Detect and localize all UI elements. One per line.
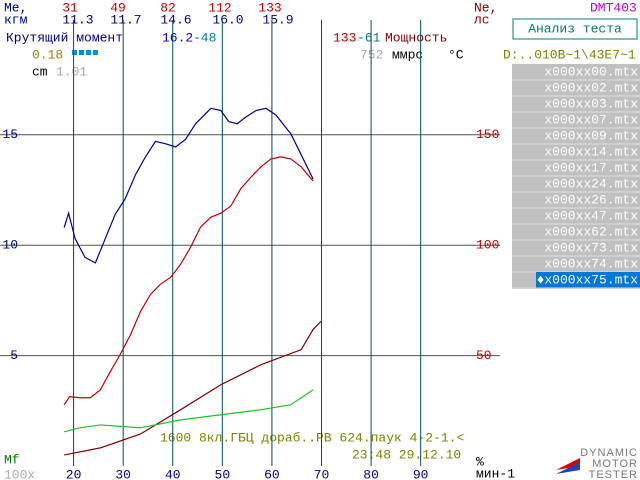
power-value: 133: [258, 0, 281, 15]
logo-text: TESTER: [589, 469, 638, 480]
file-item[interactable]: x000xx14.mtx: [544, 144, 638, 159]
logo-mark: [556, 462, 580, 474]
power-rpm: -61: [357, 30, 381, 45]
power-value: 31: [62, 0, 78, 15]
file-item[interactable]: x000xx74.mtx: [544, 256, 638, 271]
file-item[interactable]: x000xx26.mtx: [544, 192, 638, 207]
x-tick-label: 50: [215, 467, 231, 480]
torque-value: 11.3: [62, 12, 93, 27]
temp-unit: °C: [448, 47, 464, 62]
path: D:..010B~1\43E7~1: [503, 47, 636, 62]
torque-value: 14.6: [160, 12, 191, 27]
y-tick-label: 15: [2, 127, 18, 142]
file-item[interactable]: x000xx09.mtx: [544, 128, 638, 143]
power-label: Мощность: [385, 30, 447, 45]
file-item[interactable]: x000xx02.mtx: [544, 80, 638, 95]
x-mult: 100x: [4, 467, 35, 480]
file-item[interactable]: x000xx17.mtx: [544, 160, 638, 175]
power-max: 133: [333, 30, 356, 45]
mf: Mf: [4, 452, 20, 467]
datetime: 23:48 29.12.10: [352, 447, 461, 462]
analysis-button-label[interactable]: Анализ теста: [528, 21, 622, 36]
pressure-unit: ммрс: [392, 47, 423, 62]
y2-tick-label: 100: [476, 238, 499, 253]
left-unit: Me,: [4, 0, 27, 15]
power-value: 82: [160, 0, 176, 15]
series-line: [63, 107, 314, 264]
description: 1600 8кл.ГБЦ дораб..PB 624.паук 4-2-1.<: [160, 430, 464, 445]
y-tick-label: 5: [10, 348, 18, 363]
coef: 0.18: [32, 47, 63, 62]
logo-text: DYNAMIC: [580, 447, 638, 459]
pressure: 752: [360, 47, 383, 62]
file-item[interactable]: x000xx00.mtx: [544, 64, 638, 79]
series-line: [64, 389, 314, 433]
cm-label: cm: [32, 64, 48, 79]
file-item[interactable]: x000xx73.mtx: [544, 240, 638, 255]
torque-value: 11.7: [110, 12, 141, 27]
analysis-button[interactable]: [512, 18, 638, 40]
right-unit: Ne,: [474, 0, 497, 15]
logo: DYNAMIC MOTOR TESTER: [556, 447, 638, 480]
series-line: [64, 320, 322, 456]
x-tick-label: 60: [264, 467, 280, 480]
file-item[interactable]: x000xx07.mtx: [544, 112, 638, 127]
device: DMT403: [590, 0, 637, 15]
file-item[interactable]: ♦x000xx75.mtx: [537, 272, 639, 287]
logo-text: MOTOR: [592, 458, 638, 470]
file-item[interactable]: x000xx24.mtx: [544, 176, 638, 191]
x-tick-label: 90: [413, 467, 429, 480]
file-item[interactable]: x000xx03.mtx: [544, 96, 638, 111]
x-tick-label: 30: [115, 467, 131, 480]
x-tick-label: 70: [314, 467, 330, 480]
percent: %: [476, 454, 484, 469]
right-unit: лс: [474, 12, 490, 27]
power-value: 49: [110, 0, 126, 15]
y2-tick-label: 150: [476, 127, 499, 142]
torque-value: 16.0: [212, 12, 243, 27]
torque-max: 16.2: [162, 30, 193, 45]
file-item[interactable]: x000xx62.mtx: [544, 224, 638, 239]
x-tick-label: 20: [66, 467, 82, 480]
y2-tick-label: 50: [476, 348, 492, 363]
left-unit: кгм: [4, 12, 28, 27]
file-selected: [536, 272, 640, 288]
x-tick-label: 40: [165, 467, 181, 480]
indicator: [72, 50, 98, 55]
series-line: [63, 156, 314, 406]
y-tick-label: 10: [2, 238, 18, 253]
torque-value: 15.9: [262, 12, 293, 27]
torque-rpm: -48: [193, 30, 216, 45]
rpm-unit: мин-1: [476, 466, 515, 480]
power-value: 112: [208, 0, 231, 15]
cm-value: 1.01: [56, 64, 87, 79]
x-tick-label: 80: [363, 467, 379, 480]
file-item[interactable]: x000xx47.mtx: [544, 208, 638, 223]
torque-label: Крутящий момент: [6, 30, 123, 45]
